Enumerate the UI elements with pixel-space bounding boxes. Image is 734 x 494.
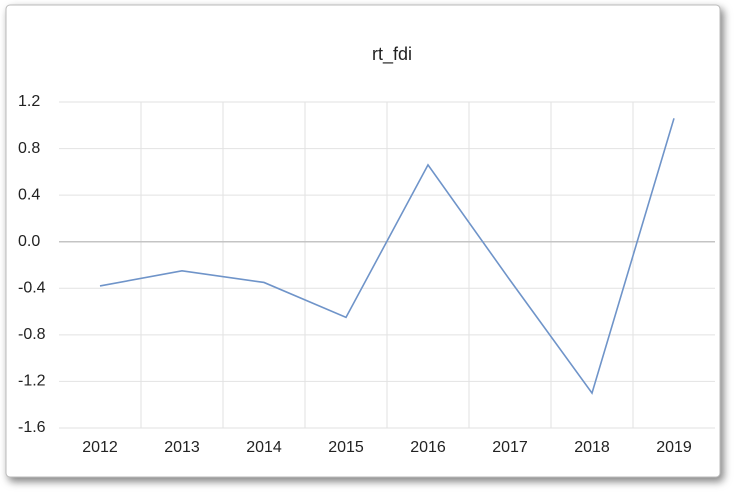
- x-tick-label: 2014: [246, 439, 282, 456]
- y-tick-label: -1.6: [18, 419, 46, 436]
- series-line: [99, 118, 675, 395]
- x-tick-label: 2019: [656, 439, 692, 456]
- y-tick-label: -0.4: [18, 280, 46, 297]
- x-tick-label: 2018: [574, 439, 610, 456]
- chart-title: rt_fdi: [372, 44, 412, 65]
- y-tick-label: 0.8: [18, 140, 40, 157]
- y-tick-label: -0.8: [18, 326, 46, 343]
- y-tick-label: 0.4: [18, 186, 40, 203]
- x-tick-label: 2015: [328, 439, 364, 456]
- y-tick-label: 0.0: [18, 233, 40, 250]
- x-tick-label: 2017: [492, 439, 528, 456]
- x-tick-label: 2012: [82, 439, 118, 456]
- y-tick-label: 1.2: [18, 93, 40, 110]
- x-tick-label: 2016: [410, 439, 446, 456]
- x-tick-label: 2013: [164, 439, 200, 456]
- y-tick-label: -1.2: [18, 373, 46, 390]
